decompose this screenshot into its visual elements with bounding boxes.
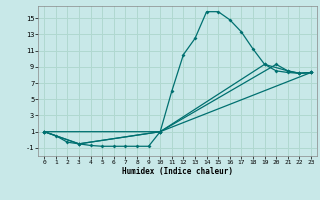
- X-axis label: Humidex (Indice chaleur): Humidex (Indice chaleur): [122, 167, 233, 176]
